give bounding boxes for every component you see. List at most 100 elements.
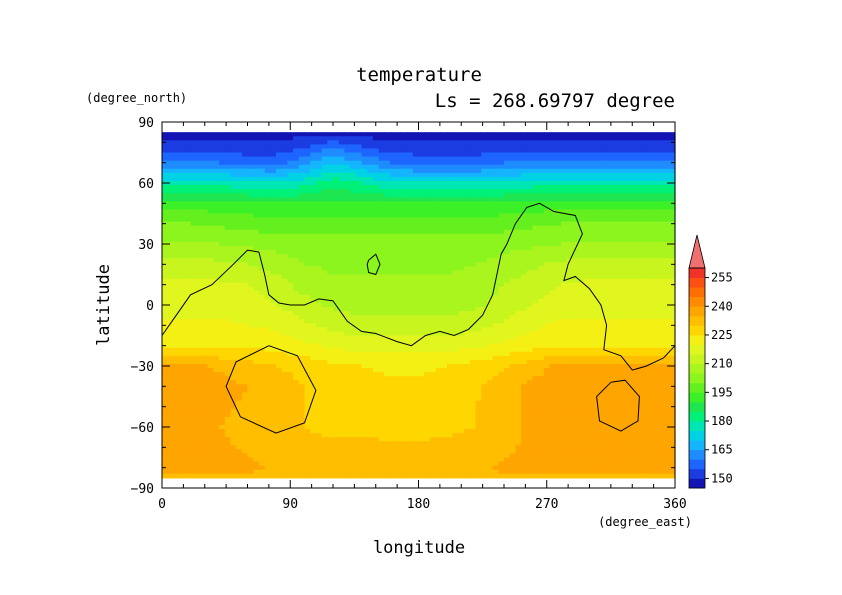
field-cell: [298, 229, 306, 235]
field-cell: [429, 189, 437, 194]
field-cell: [464, 347, 471, 353]
field-cell: [293, 172, 300, 178]
field-cell: [201, 262, 209, 267]
field-cell: [179, 233, 186, 239]
field-cell: [355, 258, 363, 263]
field-cell: [612, 164, 619, 170]
field-cell: [264, 335, 271, 341]
field-cell: [635, 311, 642, 316]
field-cell: [372, 217, 380, 223]
field-cell: [179, 193, 186, 198]
field-cell: [469, 339, 477, 345]
field-cell: [663, 225, 670, 231]
field-cell: [344, 339, 351, 345]
field-cell: [395, 241, 402, 247]
field-cell: [162, 294, 169, 300]
field-cell: [384, 254, 391, 259]
field-cell: [184, 160, 192, 166]
field-cell: [401, 144, 408, 150]
field-cell: [532, 229, 539, 235]
field-cell: [509, 347, 516, 353]
field-cell: [361, 209, 368, 215]
field-cell: [629, 315, 636, 320]
field-cell: [287, 347, 294, 353]
field-cell: [669, 307, 676, 312]
field-cell: [372, 176, 380, 182]
field-cell: [310, 237, 317, 243]
field-cell: [344, 298, 351, 304]
field-cell: [173, 217, 180, 223]
field-cell: [498, 290, 505, 296]
field-cell: [418, 315, 425, 320]
field-cell: [367, 302, 374, 308]
field-cell: [276, 315, 283, 320]
field-cell: [321, 266, 328, 272]
field-cell: [390, 274, 397, 280]
field-cell: [287, 132, 294, 137]
field-cell: [635, 258, 642, 263]
field-cell: [350, 213, 357, 219]
field-cell: [526, 189, 534, 194]
field-cell: [441, 307, 448, 312]
field-cell: [196, 164, 203, 170]
field-cell: [230, 270, 237, 276]
field-cell: [350, 140, 357, 145]
field-cell: [401, 290, 408, 296]
field-cell: [623, 193, 630, 198]
field-cell: [566, 148, 573, 154]
field-cell: [355, 172, 363, 178]
field-cell: [657, 254, 665, 259]
field-cell: [276, 270, 283, 276]
field-cell: [310, 339, 317, 345]
field-cell: [652, 343, 659, 349]
field-cell: [635, 164, 642, 170]
field-cell: [270, 351, 277, 357]
field-cell: [207, 213, 214, 219]
field-cell: [555, 335, 562, 341]
field-cell: [509, 221, 516, 227]
field-cell: [492, 221, 499, 227]
field-cell: [469, 250, 477, 255]
field-cell: [583, 237, 591, 243]
field-cell: [549, 278, 556, 284]
field-cell: [447, 258, 454, 263]
field-cell: [458, 302, 465, 308]
field-cell: [167, 246, 174, 251]
field-cell: [572, 233, 579, 239]
field-cell: [315, 339, 323, 345]
field-cell: [327, 282, 334, 288]
field-cell: [207, 164, 214, 170]
field-cell: [310, 225, 317, 231]
field-cell: [293, 286, 300, 292]
field-cell: [549, 274, 556, 280]
field-cell: [361, 180, 368, 186]
field-cell: [492, 311, 499, 316]
field-cell: [236, 233, 243, 239]
field-cell: [190, 270, 197, 276]
field-cell: [429, 278, 437, 284]
field-cell: [458, 217, 465, 223]
field-cell: [629, 343, 636, 349]
field-cell: [293, 176, 300, 182]
field-cell: [555, 168, 562, 174]
field-cell: [652, 307, 659, 312]
field-cell: [452, 262, 459, 267]
field-cell: [333, 148, 340, 154]
field-cell: [310, 205, 317, 211]
field-cell: [355, 302, 363, 308]
field-cell: [669, 278, 676, 284]
field-cell: [395, 290, 402, 296]
field-cell: [167, 160, 174, 166]
field-cell: [350, 250, 357, 255]
field-cell: [167, 339, 174, 345]
field-cell: [447, 152, 454, 158]
field-cell: [418, 180, 425, 186]
field-cell: [606, 213, 613, 219]
field-cell: [657, 140, 665, 145]
field-cell: [504, 311, 511, 316]
field-cell: [481, 327, 488, 333]
field-cell: [162, 311, 169, 316]
field-cell: [521, 331, 528, 337]
field-cell: [600, 225, 608, 231]
field-cell: [435, 197, 442, 202]
